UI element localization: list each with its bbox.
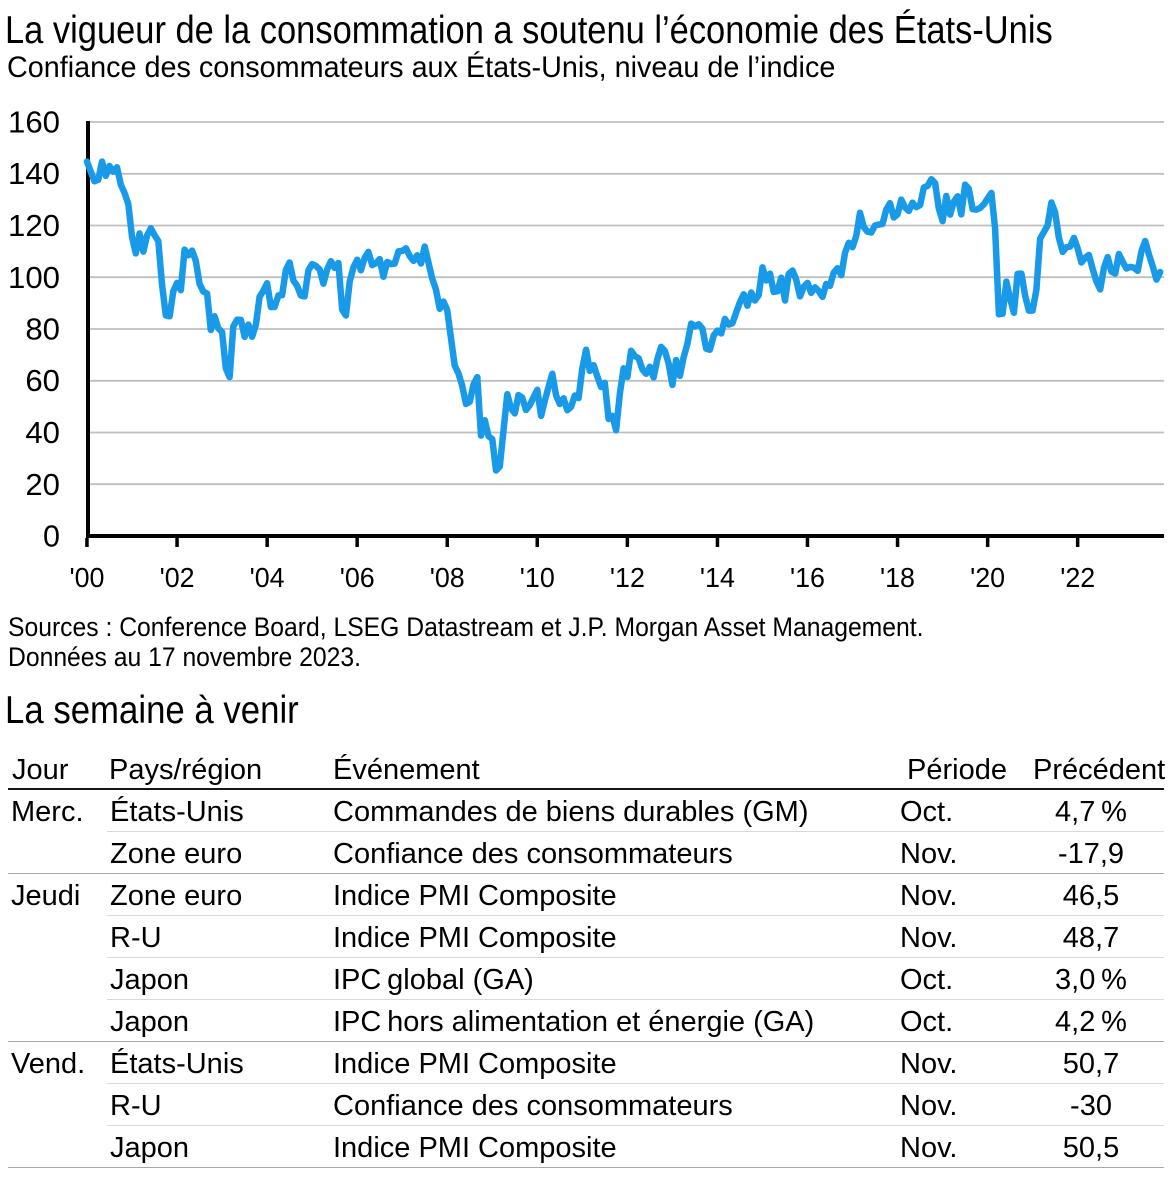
svg-text:'18: '18: [880, 562, 915, 593]
svg-text:0: 0: [43, 520, 60, 554]
svg-text:20: 20: [25, 468, 60, 502]
svg-text:100: 100: [8, 261, 60, 295]
svg-text:40: 40: [25, 416, 60, 450]
svg-text:'04: '04: [250, 562, 285, 593]
svg-text:'22: '22: [1060, 562, 1095, 593]
svg-text:'02: '02: [160, 562, 195, 593]
svg-text:'16: '16: [790, 562, 825, 593]
svg-text:140: 140: [8, 157, 60, 191]
svg-text:160: 160: [8, 106, 60, 140]
svg-text:60: 60: [25, 364, 60, 398]
svg-text:120: 120: [8, 209, 60, 243]
svg-text:'00: '00: [70, 562, 105, 593]
svg-text:'14: '14: [700, 562, 735, 593]
svg-text:'08: '08: [430, 562, 465, 593]
svg-text:'06: '06: [340, 562, 375, 593]
svg-text:80: 80: [25, 313, 60, 347]
svg-text:'12: '12: [610, 562, 645, 593]
svg-text:'20: '20: [970, 562, 1005, 593]
svg-text:'10: '10: [520, 562, 555, 593]
